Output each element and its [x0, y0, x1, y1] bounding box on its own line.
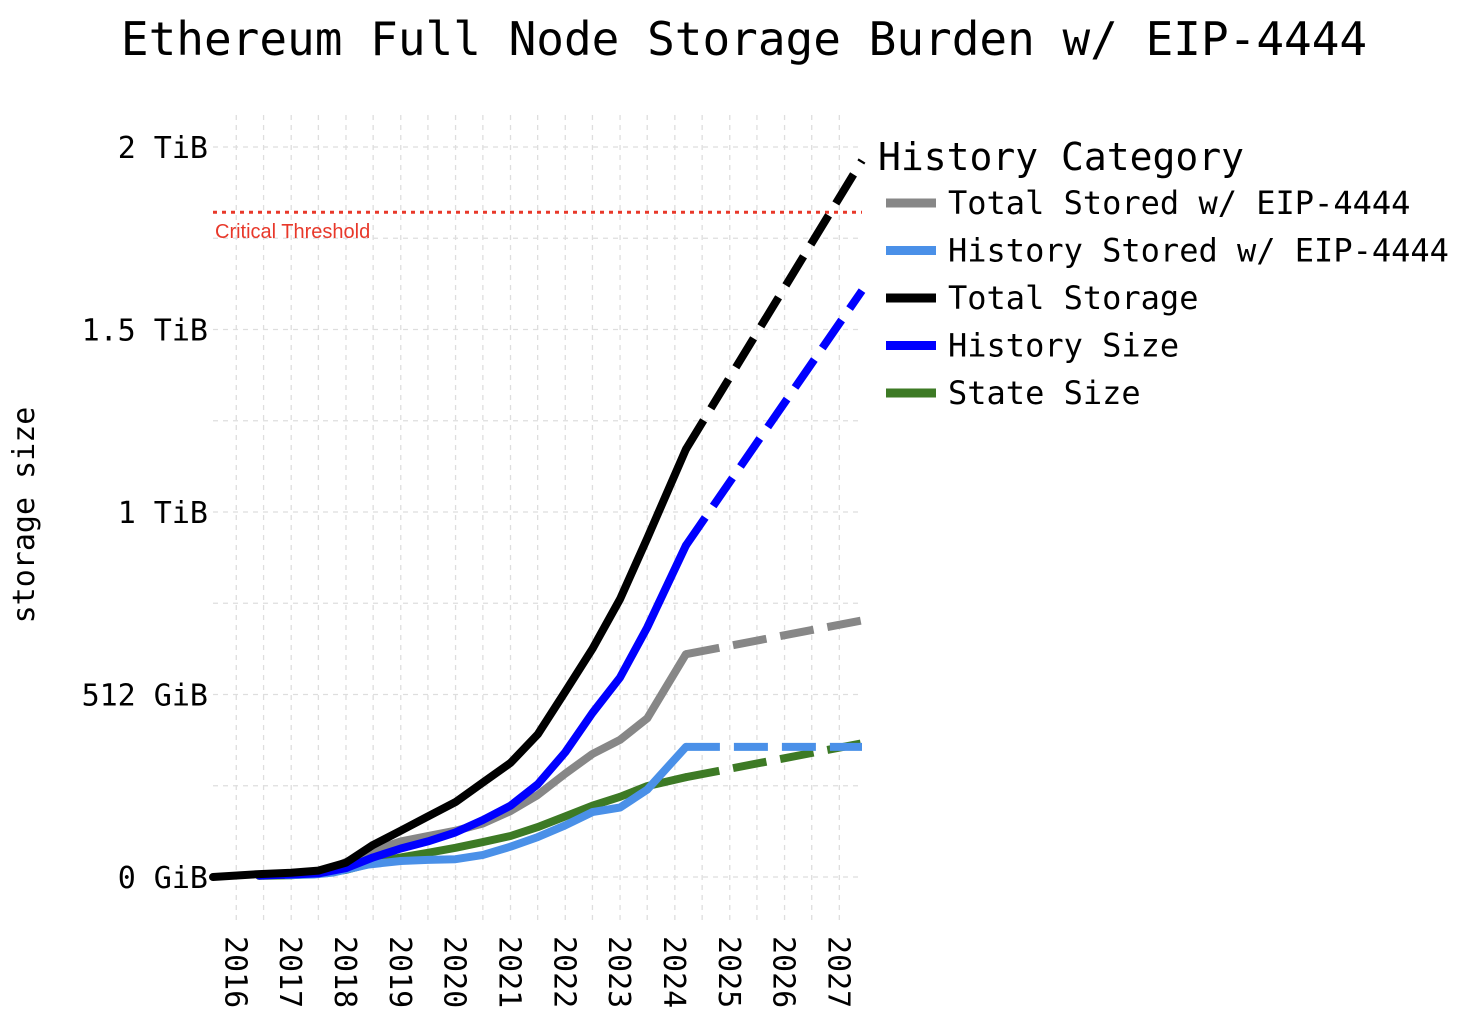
x-tick-label: 2023 — [601, 936, 636, 1008]
x-tick-label: 2019 — [382, 936, 417, 1008]
legend-label: History Size — [948, 327, 1179, 365]
x-tick-label: 2020 — [437, 936, 472, 1008]
x-tick-label: 2025 — [711, 936, 746, 1008]
legend-title: History Category — [878, 135, 1244, 179]
legend-label: Total Stored w/ EIP-4444 — [948, 184, 1410, 222]
series-projection-total-storage — [682, 158, 866, 452]
series-projection-history-size — [682, 288, 866, 548]
legend-label: History Stored w/ EIP-4444 — [948, 232, 1449, 270]
y-axis-ticks: 0 GiB 512 GiB 1 TiB 1.5 TiB 2 TiB — [82, 131, 208, 896]
y-tick-label: 1 TiB — [118, 496, 208, 531]
legend: History Category Total Stored w/ EIP-444… — [878, 135, 1449, 412]
x-tick-label: 2016 — [217, 936, 252, 1008]
x-tick-label: 2026 — [766, 936, 801, 1008]
x-tick-label: 2024 — [656, 936, 691, 1008]
y-axis-label: storage size — [7, 407, 42, 624]
series-layer — [209, 158, 866, 881]
y-tick-label: 2 TiB — [118, 131, 208, 166]
x-tick-label: 2018 — [327, 936, 362, 1008]
x-tick-label: 2021 — [492, 936, 527, 1008]
x-tick-label: 2027 — [820, 936, 855, 1008]
legend-label: State Size — [948, 374, 1141, 412]
y-tick-label: 0 GiB — [118, 861, 208, 896]
chart-title: Ethereum Full Node Storage Burden w/ EIP… — [121, 12, 1367, 66]
threshold: Critical Threshold — [213, 210, 862, 243]
x-axis-ticks: 2016 2017 2018 2019 2020 2021 2022 2023 2024 2025… — [217, 936, 855, 1008]
y-tick-label: 512 GiB — [82, 679, 208, 714]
x-tick-label: 2022 — [546, 936, 581, 1008]
x-tick-label: 2017 — [272, 936, 307, 1008]
threshold-label: Critical Threshold — [215, 221, 370, 243]
y-tick-label: 1.5 TiB — [82, 314, 208, 349]
legend-items: Total Stored w/ EIP-4444 History Stored w… — [886, 184, 1449, 412]
legend-label: Total Storage — [948, 279, 1198, 317]
series-line-total-storage — [209, 445, 690, 881]
series-projection-total-stored-w-eip-4444 — [685, 616, 863, 659]
